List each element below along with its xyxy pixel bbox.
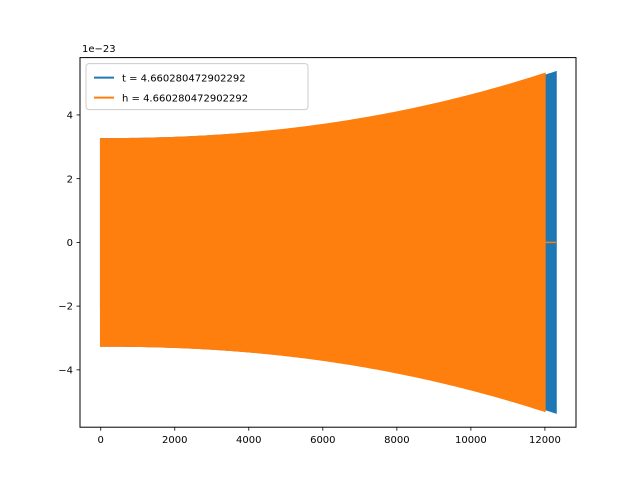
x-tick-label: 12000 xyxy=(529,435,561,446)
x-tick-label: 2000 xyxy=(162,435,187,446)
x-tick-label: 10000 xyxy=(455,435,487,446)
x-tick-label: 6000 xyxy=(310,435,335,446)
legend-label: h = 4.660280472902292 xyxy=(122,94,248,105)
y-tick-label: 2 xyxy=(67,174,73,185)
y-tick-label: −2 xyxy=(58,302,73,313)
series-band xyxy=(99,72,546,413)
legend-box xyxy=(85,63,309,111)
legend-label: t = 4.660280472902292 xyxy=(122,74,246,85)
series-h xyxy=(99,72,557,413)
y-tick-label: 0 xyxy=(67,238,73,249)
y-offset-label: 1e−23 xyxy=(82,44,116,55)
y-axis: −4 −2 0 2 4 xyxy=(58,111,80,376)
y-tick-label: 4 xyxy=(67,111,73,122)
plot-area xyxy=(99,70,557,414)
x-tick-label: 8000 xyxy=(384,435,409,446)
legend: t = 4.660280472902292 h = 4.6602804729022… xyxy=(85,63,309,111)
x-tick-label: 4000 xyxy=(236,435,261,446)
y-tick-label: −4 xyxy=(58,365,73,376)
x-axis: 0 2000 4000 6000 8000 10000 12000 xyxy=(98,427,561,446)
x-tick-label: 0 xyxy=(98,435,104,446)
